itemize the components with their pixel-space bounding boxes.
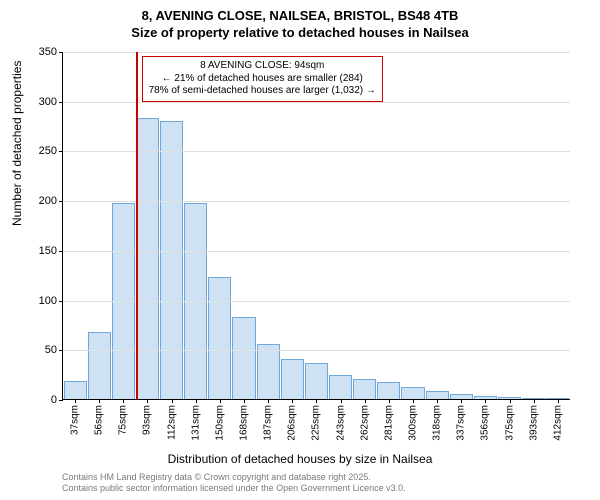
ytick-label: 150 <box>39 245 63 257</box>
gridline <box>63 350 570 351</box>
xtick-label: 131sqm <box>190 405 201 441</box>
bar: 37sqm <box>64 381 87 399</box>
xtick-mark <box>99 399 100 403</box>
bar: 150sqm <box>208 277 231 399</box>
footer-attribution: Contains HM Land Registry data © Crown c… <box>62 472 406 494</box>
xtick-label: 150sqm <box>214 405 225 441</box>
xtick-mark <box>534 399 535 403</box>
ytick-label: 200 <box>39 195 63 207</box>
xtick-mark <box>268 399 269 403</box>
xtick-mark <box>220 399 221 403</box>
xtick-label: 375sqm <box>504 405 515 441</box>
xtick-label: 168sqm <box>239 405 250 441</box>
annotation-line-3: 78% of semi-detached houses are larger (… <box>149 85 376 98</box>
xtick-label: 318sqm <box>432 405 443 441</box>
xtick-mark <box>172 399 173 403</box>
xtick-label: 37sqm <box>70 405 81 435</box>
xtick-mark <box>244 399 245 403</box>
xtick-label: 187sqm <box>263 405 274 441</box>
bar: 300sqm <box>401 387 424 399</box>
ytick-label: 100 <box>39 295 63 307</box>
ytick-label: 300 <box>39 96 63 108</box>
gridline <box>63 151 570 152</box>
xtick-mark <box>365 399 366 403</box>
bar: 112sqm <box>160 121 183 399</box>
annotation-line-1: 8 AVENING CLOSE: 94sqm <box>149 60 376 73</box>
xtick-mark <box>147 399 148 403</box>
xtick-mark <box>413 399 414 403</box>
xtick-label: 393sqm <box>528 405 539 441</box>
chart-plot-area: 37sqm56sqm75sqm93sqm112sqm131sqm150sqm16… <box>62 52 570 400</box>
xtick-label: 206sqm <box>287 405 298 441</box>
xtick-label: 112sqm <box>166 405 177 440</box>
chart-container: 8, AVENING CLOSE, NAILSEA, BRISTOL, BS48… <box>0 0 600 500</box>
xtick-label: 225sqm <box>311 405 322 441</box>
title-line-1: 8, AVENING CLOSE, NAILSEA, BRISTOL, BS48… <box>0 8 600 25</box>
xtick-mark <box>461 399 462 403</box>
xtick-mark <box>196 399 197 403</box>
ytick-label: 50 <box>45 344 63 356</box>
bar: 356sqm <box>474 396 497 399</box>
gridline <box>63 102 570 103</box>
bar: 375sqm <box>498 397 521 399</box>
title-line-2: Size of property relative to detached ho… <box>0 25 600 42</box>
gridline <box>63 251 570 252</box>
xtick-label: 56sqm <box>94 405 105 435</box>
xtick-mark <box>123 399 124 403</box>
xtick-label: 337sqm <box>456 405 467 441</box>
bar: 318sqm <box>426 391 449 399</box>
bars-group: 37sqm56sqm75sqm93sqm112sqm131sqm150sqm16… <box>63 52 570 399</box>
xtick-mark <box>437 399 438 403</box>
bar: 412sqm <box>546 398 569 399</box>
bar: 262sqm <box>353 379 376 399</box>
xtick-mark <box>558 399 559 403</box>
xtick-label: 356sqm <box>480 405 491 441</box>
chart-title: 8, AVENING CLOSE, NAILSEA, BRISTOL, BS48… <box>0 8 600 42</box>
gridline <box>63 301 570 302</box>
bar: 93sqm <box>136 118 159 399</box>
xtick-label: 300sqm <box>408 405 419 441</box>
gridline <box>63 52 570 53</box>
footer-line-1: Contains HM Land Registry data © Crown c… <box>62 472 406 483</box>
xtick-mark <box>341 399 342 403</box>
bar: 281sqm <box>377 382 400 399</box>
gridline <box>63 201 570 202</box>
footer-line-2: Contains public sector information licen… <box>62 483 406 494</box>
xtick-label: 243sqm <box>335 405 346 441</box>
bar: 243sqm <box>329 375 352 399</box>
bar: 168sqm <box>232 317 255 399</box>
bar: 393sqm <box>522 398 545 399</box>
x-axis-label: Distribution of detached houses by size … <box>0 452 600 466</box>
ytick-label: 250 <box>39 145 63 157</box>
bar: 56sqm <box>88 332 111 399</box>
xtick-label: 75sqm <box>118 405 129 435</box>
annotation-box: 8 AVENING CLOSE: 94sqm ← 21% of detached… <box>142 56 383 102</box>
marker-line <box>136 52 138 399</box>
xtick-mark <box>389 399 390 403</box>
xtick-mark <box>316 399 317 403</box>
bar: 206sqm <box>281 359 304 399</box>
xtick-label: 412sqm <box>552 405 563 441</box>
xtick-label: 93sqm <box>142 405 153 435</box>
xtick-mark <box>510 399 511 403</box>
xtick-mark <box>75 399 76 403</box>
bar: 225sqm <box>305 363 328 399</box>
bar: 337sqm <box>450 394 473 399</box>
annotation-line-2: ← 21% of detached houses are smaller (28… <box>149 73 376 86</box>
xtick-label: 281sqm <box>383 405 394 441</box>
xtick-mark <box>485 399 486 403</box>
y-axis-label: Number of detached properties <box>10 61 24 226</box>
xtick-label: 262sqm <box>359 405 370 441</box>
bar: 187sqm <box>257 344 280 399</box>
xtick-mark <box>292 399 293 403</box>
ytick-label: 350 <box>39 46 63 58</box>
ytick-label: 0 <box>51 394 63 406</box>
